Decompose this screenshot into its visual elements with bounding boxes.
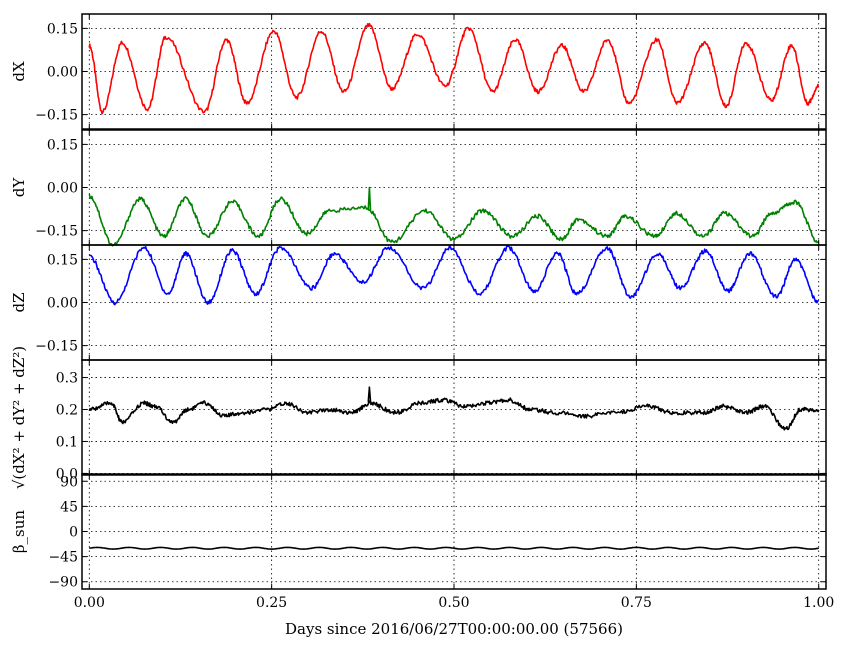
panel-magnitude: 0.3 0.2 0.1 0.0 √(dX² + dY² + dZ²) <box>10 346 827 489</box>
y-axis-label-beta_sun: β_sun <box>10 510 28 554</box>
x-tick-label: 0.25 <box>256 595 287 611</box>
panel-beta_sun: 90 45 0 −45 −90 β_sun <box>10 473 827 591</box>
y-tick-label: 45 <box>60 499 78 515</box>
axes-frame-dZ <box>81 244 827 361</box>
panel-dX: 0.15 0.00 −0.15 dX <box>10 13 827 130</box>
x-tick-label: 1.00 <box>803 595 834 611</box>
y-tick-label: 0.00 <box>47 296 78 312</box>
y-tick-label: 0.15 <box>47 137 78 153</box>
y-axis-label-dZ: dZ <box>10 292 28 312</box>
y-tick-label: 0 <box>69 525 78 541</box>
x-tick-label: 0.00 <box>74 595 105 611</box>
y-tick-label: 0.1 <box>56 434 78 450</box>
panel-dY: 0.15 0.00 −0.15 dY <box>10 129 827 247</box>
series-line-magnitude <box>88 386 820 431</box>
axes-frame-magnitude <box>81 359 827 476</box>
x-tick-labels: 0.00 0.25 0.50 0.75 1.00 <box>74 595 835 611</box>
x-tick-label: 0.50 <box>438 595 469 611</box>
y-axis-label-magnitude: √(dX² + dY² + dZ²) <box>10 346 28 489</box>
y-tick-label: 0.15 <box>47 21 78 37</box>
y-axis-label-dY: dY <box>10 177 28 198</box>
x-tick-label: 0.75 <box>621 595 652 611</box>
y-tick-label: −0.15 <box>35 339 78 355</box>
y-tick-label: 90 <box>60 474 78 490</box>
panel-dZ: 0.15 0.00 −0.15 dZ <box>10 244 827 361</box>
y-tick-label: −90 <box>48 575 78 591</box>
y-tick-label: 0.00 <box>47 65 78 81</box>
y-tick-label: −0.15 <box>35 224 78 240</box>
y-tick-label: −0.15 <box>35 108 78 124</box>
y-tick-label: 0.3 <box>56 371 78 387</box>
y-axis-label-dX: dX <box>10 61 28 82</box>
y-tick-label: 0.00 <box>47 181 78 197</box>
x-axis-label: Days since 2016/06/27T00:00:00.00 (57566… <box>285 620 623 638</box>
y-tick-label: 0.2 <box>56 403 78 419</box>
y-tick-label: 0.0 <box>56 466 78 482</box>
series-line-dX <box>88 22 820 115</box>
series-line-dZ <box>89 245 819 306</box>
axes-frame-dY <box>81 129 827 246</box>
series-line-beta_sun <box>89 546 819 550</box>
y-tick-label: −45 <box>48 550 78 566</box>
y-tick-label: 0.15 <box>47 252 78 268</box>
series-line-dY <box>88 186 820 247</box>
axes-frame-beta_sun <box>81 473 827 590</box>
subplot-stack: 0.150.00−0.15dX0.150.00−0.15dY0.150.00−0… <box>10 13 835 611</box>
